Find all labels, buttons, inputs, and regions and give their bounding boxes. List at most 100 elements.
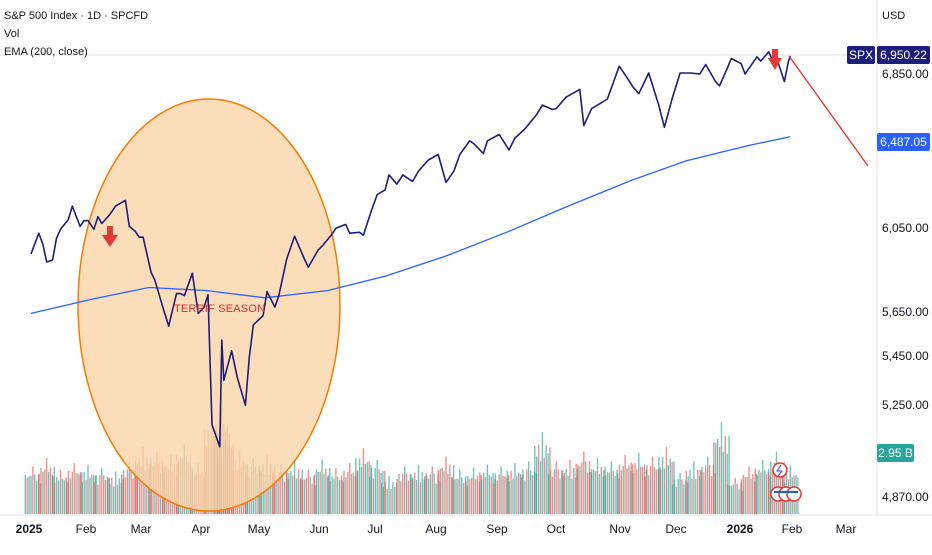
volume-bar <box>476 475 479 514</box>
volume-bar <box>394 486 396 514</box>
volume-bar <box>713 442 715 514</box>
volume-bar <box>81 482 83 514</box>
x-tick-label: Oct <box>546 522 566 536</box>
volume-bar <box>339 479 341 514</box>
volume-bar <box>89 477 91 514</box>
volume-bar <box>83 472 85 514</box>
volume-bar <box>412 477 414 514</box>
volume-bar <box>364 463 366 514</box>
volume-bar <box>93 482 95 514</box>
volume-bar <box>614 476 616 514</box>
volume-bar <box>73 463 75 514</box>
volume-bar <box>443 471 445 514</box>
flash-event-icon <box>772 462 788 478</box>
volume-bar <box>107 478 109 514</box>
last-price-badge: 6,950.22 <box>877 46 930 64</box>
volume-bar <box>606 471 609 514</box>
volume-bar <box>358 458 361 514</box>
volume-bar <box>341 480 343 514</box>
volume-bar <box>586 472 589 514</box>
volume-bar <box>435 483 437 514</box>
volume-bar <box>658 457 660 514</box>
volume-bar <box>529 470 532 514</box>
volume-bar <box>742 475 744 514</box>
volume-bar <box>508 481 510 514</box>
volume-bar <box>732 484 734 514</box>
volume-bar <box>717 438 719 514</box>
volume-bar <box>490 476 492 514</box>
volume-bar <box>447 473 449 514</box>
volume-bar <box>343 471 345 514</box>
currency-label[interactable]: USD <box>882 10 906 22</box>
volume-bar <box>268 474 270 514</box>
volume-bar <box>427 478 430 514</box>
volume-bar <box>481 479 483 514</box>
volume-bar <box>677 479 679 514</box>
volume-bar <box>557 469 559 514</box>
volume-bar <box>520 477 522 514</box>
volume-bar <box>54 482 56 514</box>
volume-bar <box>539 461 542 514</box>
volume-bar <box>569 459 571 514</box>
volume-bar <box>283 481 286 514</box>
volume-bar <box>319 471 321 514</box>
volume-bar <box>384 482 386 514</box>
chart-title: S&P 500 Index · 1D · SPCFD <box>4 10 149 22</box>
volume-bar <box>498 474 500 514</box>
volume-bar <box>762 459 764 514</box>
volume-legend[interactable]: Vol <box>4 28 20 40</box>
x-tick-label: 2025 <box>15 522 43 536</box>
x-tick-label: 2026 <box>726 522 754 536</box>
volume-bar <box>370 467 373 514</box>
volume-bar <box>313 474 316 514</box>
volume-bar <box>648 475 650 514</box>
volume-bar <box>500 466 502 514</box>
volume-bar <box>63 480 65 514</box>
volume-bar <box>618 464 621 514</box>
volume-bar <box>97 484 99 514</box>
volume-bar <box>638 453 640 514</box>
volume-bar <box>461 477 463 514</box>
volume-bar <box>683 484 685 514</box>
volume-bar <box>591 469 593 514</box>
volume-bar <box>457 478 459 514</box>
volume-bar <box>722 451 725 514</box>
volume-bar <box>641 466 644 514</box>
volume-bar <box>486 464 489 514</box>
volume-bar <box>360 467 363 514</box>
volume-bar <box>415 480 418 514</box>
volume-bar <box>357 470 359 514</box>
volume-bar <box>543 457 545 514</box>
volume-bar <box>136 463 139 514</box>
volume-bar <box>455 478 457 514</box>
earnings-flag-icon <box>770 486 802 502</box>
volume-bar <box>575 464 577 514</box>
volume-bar <box>479 472 481 514</box>
tariff-season-annotation[interactable]: TERRIF SEASON <box>174 303 266 315</box>
volume-bar <box>321 459 323 514</box>
volume-bar <box>104 479 107 514</box>
volume-bar <box>579 466 581 514</box>
volume-bar <box>775 451 778 514</box>
volume-bar <box>693 461 695 514</box>
ema-legend[interactable]: EMA (200, close) <box>4 46 88 58</box>
volume-bar <box>374 468 376 514</box>
volume-bar <box>388 476 390 514</box>
volume-bar <box>67 470 70 514</box>
volume-bar <box>270 464 272 514</box>
volume-bar <box>528 461 530 514</box>
volume-bar <box>537 444 540 514</box>
volume-bar <box>77 473 79 514</box>
volume-bar <box>469 479 471 514</box>
volume-bar <box>87 464 89 514</box>
volume-bar <box>715 442 717 514</box>
volume-bar <box>91 474 93 514</box>
volume-bar <box>347 472 349 514</box>
volume-bar <box>612 470 614 514</box>
volume-bar <box>49 467 52 514</box>
volume-bar <box>459 469 461 514</box>
volume-bar <box>630 462 632 514</box>
volume-bar <box>555 461 557 514</box>
